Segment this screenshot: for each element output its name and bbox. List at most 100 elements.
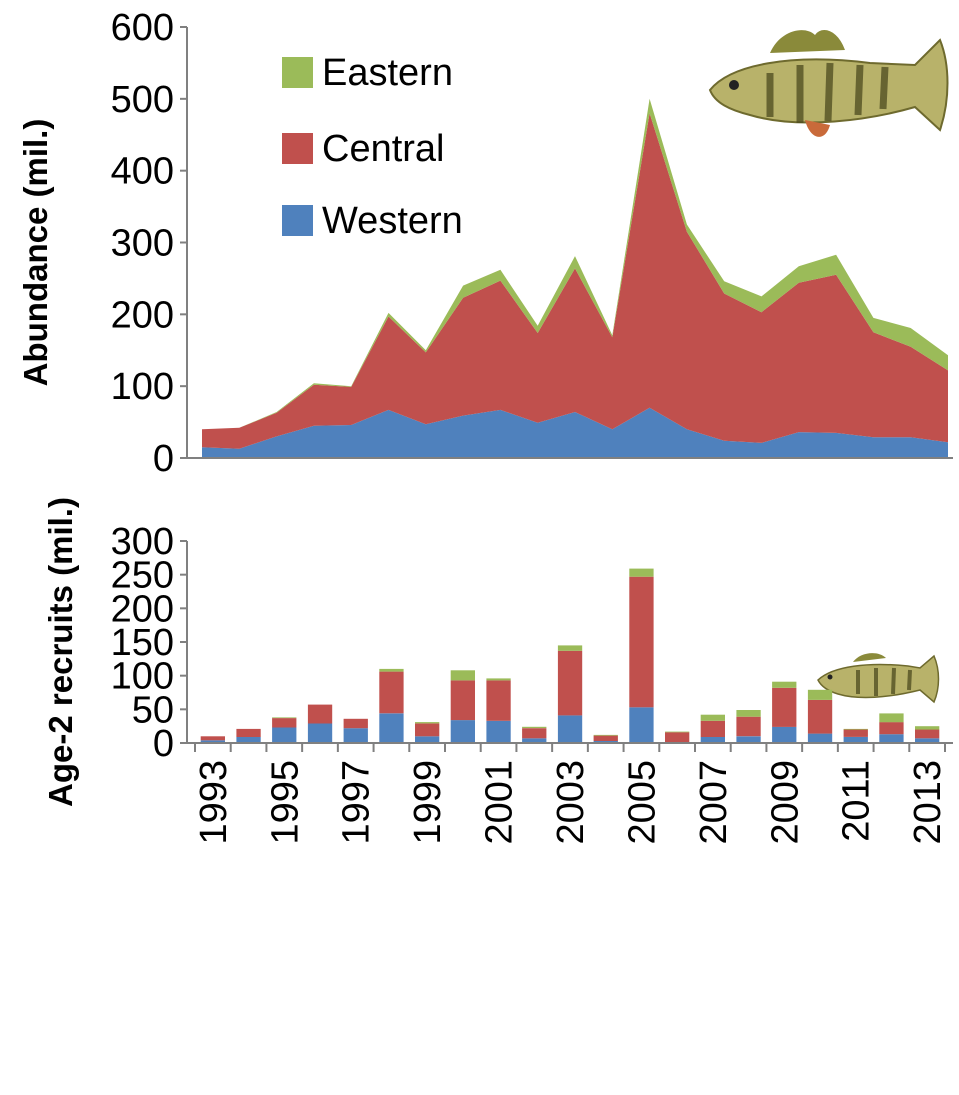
- x-tick-label-1995: 1995: [264, 760, 306, 845]
- x-tick-label-2013: 2013: [907, 760, 949, 845]
- bar-central-2003: [557, 650, 583, 716]
- abundance-y-tick-label: 100: [111, 366, 174, 408]
- recruits-y-tick-label: 250: [111, 555, 174, 597]
- bar-central-1998: [379, 671, 404, 714]
- bar-western-2012: [879, 734, 904, 743]
- bar-central-2013: [915, 729, 940, 739]
- bar-central-2002: [522, 728, 547, 739]
- bar-eastern-1999: [415, 722, 440, 724]
- bar-western-2010: [807, 733, 833, 743]
- bar-western-2002: [522, 738, 547, 743]
- bar-western-2011: [843, 736, 868, 743]
- x-tick-label-1997: 1997: [336, 760, 378, 845]
- bar-eastern-2010: [807, 689, 833, 700]
- bar-eastern-2013: [915, 726, 940, 730]
- bar-central-1996: [307, 704, 333, 724]
- bar-central-2005: [629, 576, 654, 708]
- bar-western-1994: [236, 736, 261, 743]
- legend-swatch-western: [282, 205, 313, 236]
- recruits-y-tick-label: 200: [111, 588, 174, 630]
- bar-eastern-2003: [557, 645, 583, 651]
- yellow-perch-juvenile-icon: [817, 653, 940, 704]
- bar-eastern-2005: [629, 568, 654, 577]
- abundance-chart: 0 100 200 300 400 500 600 Abundance (mil.): [17, 7, 953, 480]
- area-series-central: [202, 113, 948, 449]
- bar-central-2009: [772, 687, 797, 727]
- bar-western-1995: [272, 727, 297, 743]
- recruits-y-tick-label: 150: [111, 622, 174, 664]
- bar-eastern-2012: [879, 713, 904, 723]
- bar-eastern-2002: [522, 726, 547, 729]
- bar-eastern-2009: [772, 681, 797, 688]
- x-tick-label-2001: 2001: [479, 760, 521, 845]
- bar-western-1998: [379, 713, 404, 743]
- legend: Eastern Central Western: [282, 52, 463, 242]
- bar-central-2001: [486, 680, 511, 721]
- recruits-y-tick-label: 100: [111, 656, 174, 698]
- bar-western-1997: [343, 728, 368, 743]
- bar-eastern-2000: [450, 670, 475, 681]
- bar-western-2000: [450, 720, 475, 743]
- bar-eastern-2006: [665, 731, 690, 733]
- bar-eastern-2011: [843, 728, 868, 730]
- area-series-eastern: [202, 98, 948, 430]
- abundance-y-tick-label: 200: [111, 294, 174, 336]
- x-tick-label-2009: 2009: [764, 760, 806, 845]
- bar-western-1993: [200, 740, 225, 743]
- abundance-y-tick-label: 400: [111, 151, 174, 193]
- x-tick-label-2007: 2007: [693, 760, 735, 845]
- bar-central-2004: [593, 735, 618, 741]
- x-tick-label-1999: 1999: [407, 760, 449, 845]
- recruits-y-tick-label: 0: [153, 723, 174, 765]
- bar-central-2008: [736, 716, 761, 737]
- bar-western-1996: [307, 723, 333, 743]
- bar-western-2008: [736, 736, 761, 743]
- bar-eastern-2008: [736, 710, 761, 717]
- yellow-perch-adult-icon: [708, 30, 949, 137]
- bar-western-2007: [700, 736, 725, 743]
- x-tick-label-2003: 2003: [550, 760, 592, 845]
- bar-eastern-2001: [486, 678, 511, 681]
- bar-central-2012: [879, 722, 904, 735]
- legend-label-central: Central: [322, 128, 445, 170]
- recruits-y-label: Age-2 recruits (mil.): [42, 497, 79, 807]
- abundance-y-label: Abundance (mil.): [17, 119, 54, 387]
- x-tick-label-2011: 2011: [836, 760, 878, 842]
- bar-central-2007: [700, 720, 725, 737]
- bar-central-2000: [450, 680, 475, 721]
- bar-central-2006: [665, 732, 690, 743]
- bar-eastern-1998: [379, 668, 404, 672]
- legend-label-eastern: Eastern: [322, 52, 453, 94]
- abundance-y-tick-label: 300: [111, 223, 174, 265]
- recruits-y-tick-label: 300: [111, 521, 174, 563]
- legend-swatch-central: [282, 133, 313, 164]
- bar-western-2013: [915, 738, 940, 743]
- bar-eastern-2007: [700, 714, 725, 721]
- bar-central-1995: [272, 718, 297, 728]
- x-tick-label-2005: 2005: [621, 760, 663, 845]
- bar-central-2010: [807, 699, 833, 734]
- bar-western-2003: [557, 715, 583, 743]
- bar-eastern-2004: [593, 734, 618, 736]
- bar-western-1999: [415, 736, 440, 743]
- bar-eastern-1995: [272, 717, 297, 719]
- bar-central-1999: [415, 723, 440, 737]
- bar-western-2001: [486, 720, 511, 743]
- recruits-y-tick-label: 50: [132, 689, 174, 731]
- legend-swatch-eastern: [282, 57, 313, 88]
- bar-western-2005: [629, 707, 654, 743]
- legend-label-western: Western: [322, 200, 463, 242]
- abundance-y-tick-label: 500: [111, 79, 174, 121]
- abundance-y-tick-label: 0: [153, 438, 174, 480]
- bar-central-1994: [236, 728, 261, 737]
- x-tick-label-1993: 1993: [193, 760, 235, 845]
- area-series-western: [202, 407, 948, 458]
- bar-central-1997: [343, 718, 368, 729]
- abundance-y-tick-label: 600: [111, 7, 174, 49]
- bar-central-2011: [843, 729, 868, 737]
- bar-central-1993: [200, 736, 225, 741]
- bar-western-2009: [772, 726, 797, 743]
